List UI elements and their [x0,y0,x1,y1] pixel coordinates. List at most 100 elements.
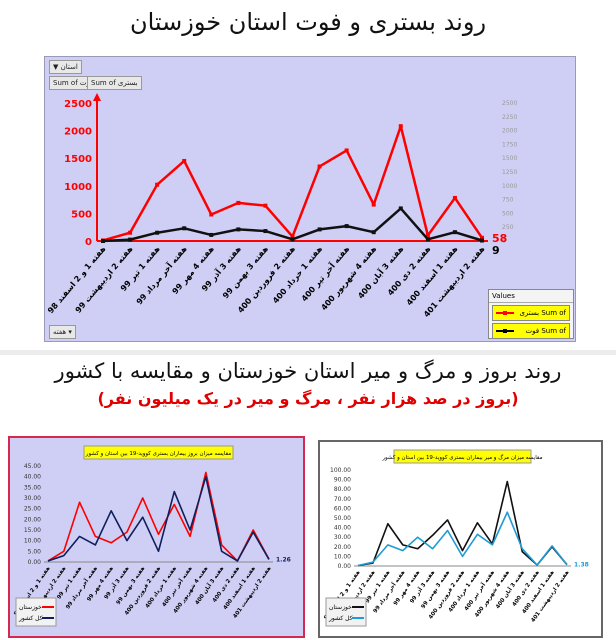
series-end-label: 1.26 [276,556,291,563]
week-field-label: هفته [53,328,67,336]
hospitalized-point [128,230,133,235]
left-tick-label: 1500 [64,154,92,165]
legend-hosp-swatch [496,311,514,315]
legend-label: خوزستان [329,604,352,611]
province-series-line [47,471,270,562]
deaths-point [398,206,403,211]
incidence-chart-svg: مقایسه میزان بروز بیماران بستری کووید-19… [13,445,291,627]
chart-title-box [393,449,532,464]
values-legend: Values Sum of بستری Sum of فوت [488,289,574,339]
y-tick-label: 100.00 [330,467,351,474]
deaths-point [263,229,268,234]
right-tick-label: 250 [502,224,514,231]
deaths-point [155,230,160,235]
hospitalized-point [209,212,214,217]
y-tick-label: 90.00 [334,477,351,484]
chart-title-box [83,445,234,460]
hospitalization-death-card: روند بستری و فوت استان خوزستان ▼ استان S… [0,0,616,350]
y-tick-label: 15.00 [24,527,41,534]
y-tick-label: 30.00 [334,534,351,541]
deaths-point [236,227,241,232]
y-tick-label: 10.00 [24,538,41,545]
deaths-point [371,230,376,235]
legend-box [325,597,367,627]
y-tick-label: 40.00 [334,525,351,532]
y-tick-label: 45.00 [24,463,41,470]
dropdown-icon: ▾ [68,328,72,336]
deaths-point [128,237,133,242]
y-tick-label: 25.00 [24,506,41,513]
y-tick-label: 0.00 [338,563,352,570]
hospitalized-end-label: 58 [492,232,507,245]
y-tick-label: 60.00 [334,505,351,512]
x-tick-label: هفته 1 اسفند 400 [405,244,460,307]
y-tick-label: 30.00 [24,495,41,502]
sum-hosp-tab[interactable]: Sum of بستری [87,76,142,90]
left-tick-label: 1000 [64,182,92,193]
mortality-chart-panel: مقایسه میزان مرگ و میر بیماران بستری کوو… [318,440,603,638]
left-tick-label: 0 [85,237,92,248]
hospitalized-point [317,164,322,169]
x-tick-label: هفته 3 بهمن 99 [116,566,147,606]
main-chart-panel: ▼ استان Sum of فوت Sum of بستری هفته ▾ 0… [44,56,576,342]
comparison-title: روند بروز و مرگ و میر استان خوزستان و مق… [54,359,562,383]
deaths-point [209,232,214,237]
legend-box [15,597,57,627]
legend-deaths-swatch [496,329,514,333]
right-tick-label: 750 [502,197,514,204]
mortality-chart-svg: مقایسه میزان مرگ و میر بیماران بستری کوو… [323,449,589,627]
legend-item-hosp[interactable]: Sum of بستری [492,305,570,321]
y-tick-label: 20.00 [24,516,41,523]
y-tick-label: 20.00 [334,544,351,551]
province-filter-label: استان [60,63,78,71]
right-tick-label: 1000 [502,183,517,190]
deaths-point [182,226,187,231]
country-series-line [357,511,568,567]
deaths-point [317,227,322,232]
legend-label: کل کشور [328,615,353,622]
chart-title: مقایسه میزان مرگ و میر بیماران بستری کوو… [381,453,542,461]
hospitalized-point [398,124,403,129]
sum-deaths-tab[interactable]: Sum of فوت [49,76,98,90]
province-filter-button[interactable]: ▼ استان [49,60,82,74]
deaths-point [101,239,105,243]
y-tick-label: 0.00 [28,559,42,566]
right-tick-label: 500 [502,210,514,217]
deaths-point [290,237,295,242]
hospitalized-series-line [102,124,484,242]
legend-item-deaths[interactable]: Sum of فوت [492,323,570,339]
deaths-point [425,237,430,242]
deaths-point [480,238,484,243]
right-tick-label: 1500 [502,155,517,162]
country-series-line [47,475,270,562]
x-tick-label: هفته آخر مرداد 99 [134,244,189,307]
right-tick-label: 1250 [502,169,517,176]
incidence-chart-panel: مقایسه میزان بروز بیماران بستری کووید-19… [8,436,305,638]
comparison-subtitle: (بروز در صد هزار نفر ، مرگ و میر در یک م… [97,389,519,408]
hospitalized-point [371,202,376,207]
filter-icon: ▼ [53,63,59,71]
left-tick-label: 2000 [64,127,92,138]
left-tick-label: 500 [71,209,92,220]
right-tick-label: 1750 [502,141,517,148]
x-tick-label: هفته 3 آبان 400 [355,244,405,301]
right-tick-label: 0 [502,238,506,245]
legend-hosp-label: Sum of بستری [519,309,566,317]
hospitalized-point [480,235,484,240]
y-tick-label: 50.00 [334,515,351,522]
right-tick-label: 2000 [502,128,517,135]
y-tick-label: 35.00 [24,484,41,491]
y-tick-label: 5.00 [28,548,42,555]
y-tick-label: 40.00 [24,474,41,481]
y-tick-label: 70.00 [334,496,351,503]
week-field-button[interactable]: هفته ▾ [49,325,76,339]
province-series-line [357,480,568,567]
hospitalized-point [155,182,160,187]
series-end-label: 1.38 [574,562,589,569]
chart-title: مقایسه میزان بروز بیماران بستری کووید-19… [85,450,231,457]
main-chart-svg: 0 500 1000 1500 2000 2500 0 250 500 750 1000 1250 15… [46,93,517,319]
right-tick-label: 2500 [502,100,517,107]
x-tick-label: هفته آخر تیر 400 [299,244,351,304]
y-tick-label: 80.00 [334,486,351,493]
hospitalized-point [452,195,457,200]
